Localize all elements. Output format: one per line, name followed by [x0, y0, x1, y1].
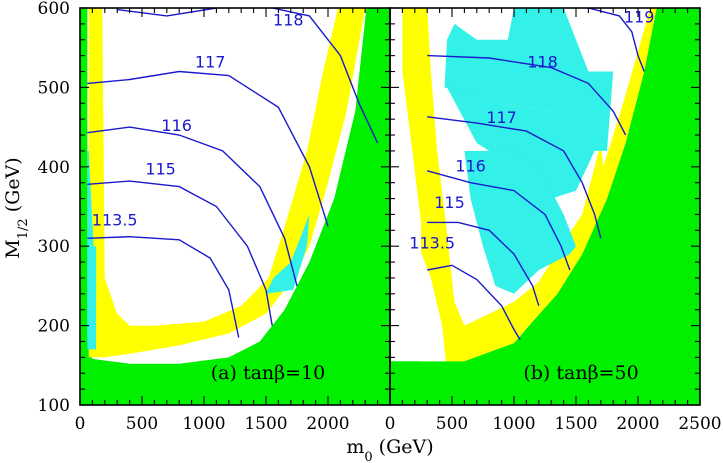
panel-a-contour-113-5-label: 113.5 [92, 211, 138, 230]
panel-b-x-tick-label: 2000 [616, 414, 659, 434]
panel-b-contour-113-5-label: 113.5 [409, 234, 455, 253]
panel-b-x-tick-label: 1500 [554, 414, 597, 434]
panel-b-contour-115 [427, 221, 540, 307]
y-tick-label: 400 [38, 158, 70, 178]
panel-a-region-cyan [87, 150, 97, 350]
panel-a-contour-115 [87, 180, 273, 326]
panel-a-x-tick-label: 1500 [244, 414, 287, 434]
panel-b-label: (b) tanβ=50 [523, 362, 638, 384]
panel-a-label: (a) tanβ=10 [211, 362, 325, 384]
panel-a-contour-117-label: 117 [195, 53, 226, 72]
panel-b-contour-119-label: 119 [624, 7, 655, 26]
panel-b-region-white3 [615, 8, 637, 72]
x-axis-label: m0 (GeV) [346, 436, 433, 463]
panel-b-regions [390, 8, 700, 405]
panel-a-x-tick-label: 2000 [306, 414, 349, 434]
panel-b-contour-116-label: 116 [455, 157, 486, 176]
panel-a-contour-113-5 [87, 235, 240, 338]
panel-a-x-tick-label: 0 [75, 414, 86, 434]
panel-a-contour-118 [117, 8, 217, 17]
y-tick-label: 600 [38, 0, 70, 19]
panel-b-contour-117 [427, 116, 602, 239]
panel-a-region-green [80, 8, 390, 405]
panel-a-contour-118-label: 118 [273, 11, 304, 30]
panel-b-region-white [418, 246, 446, 362]
panel-b-frame [389, 7, 701, 406]
panel-b-contour-116 [427, 170, 571, 271]
panel-a-contour-116-label: 116 [161, 116, 192, 135]
panel-b-contours: 113.5 115 116 117 118 119 [409, 7, 655, 341]
panel-b-region-green [390, 8, 700, 405]
panel-a-contours: 113.5 115 116 117 118 [87, 8, 379, 338]
panel-a-x-tick-label: 1000 [182, 414, 225, 434]
panel-b-contour-117-label: 117 [486, 108, 517, 127]
panel-b-x-tick-label: 0 [385, 414, 396, 434]
y-tick-label: 100 [38, 396, 70, 416]
panel-b-contour-118-label: 118 [527, 53, 558, 72]
axes: 0 500 1000 1500 2000 100 200 300 400 500 600 0 500 10… [38, 0, 722, 434]
panel-b-x-tick-label: 500 [436, 414, 468, 434]
y-tick-label: 500 [38, 78, 70, 98]
y-tick-label: 200 [38, 317, 70, 337]
panel-a-contour-118-segment-b [272, 8, 379, 144]
panel-b-contour-119 [588, 8, 645, 72]
panel-b-x-tick-label: 1000 [492, 414, 535, 434]
panel-a-region-cyan2 [266, 214, 310, 294]
panel-a-region-white [103, 8, 338, 326]
y-axis-label: M1/2 (GeV) [2, 157, 31, 258]
panel-b-contour-113-5 [427, 264, 521, 341]
panel-a-contour-115-label: 115 [145, 160, 176, 179]
panel-a-x-tick-label: 500 [126, 414, 158, 434]
panel-a-contour-117 [87, 70, 329, 227]
panel-b-x-tick-label: 2500 [678, 414, 721, 434]
panel-b-region-white2 [600, 8, 651, 167]
panel-b-region-cyan [444, 8, 614, 151]
y-tick-label: 300 [38, 237, 70, 257]
panel-a-regions [80, 8, 390, 405]
panel-a-contour-116 [87, 126, 298, 287]
panel-b-contour-118 [427, 54, 627, 136]
panel-b-region-cyan-mid [447, 87, 595, 199]
panel-b-contour-115-label: 115 [434, 193, 465, 212]
